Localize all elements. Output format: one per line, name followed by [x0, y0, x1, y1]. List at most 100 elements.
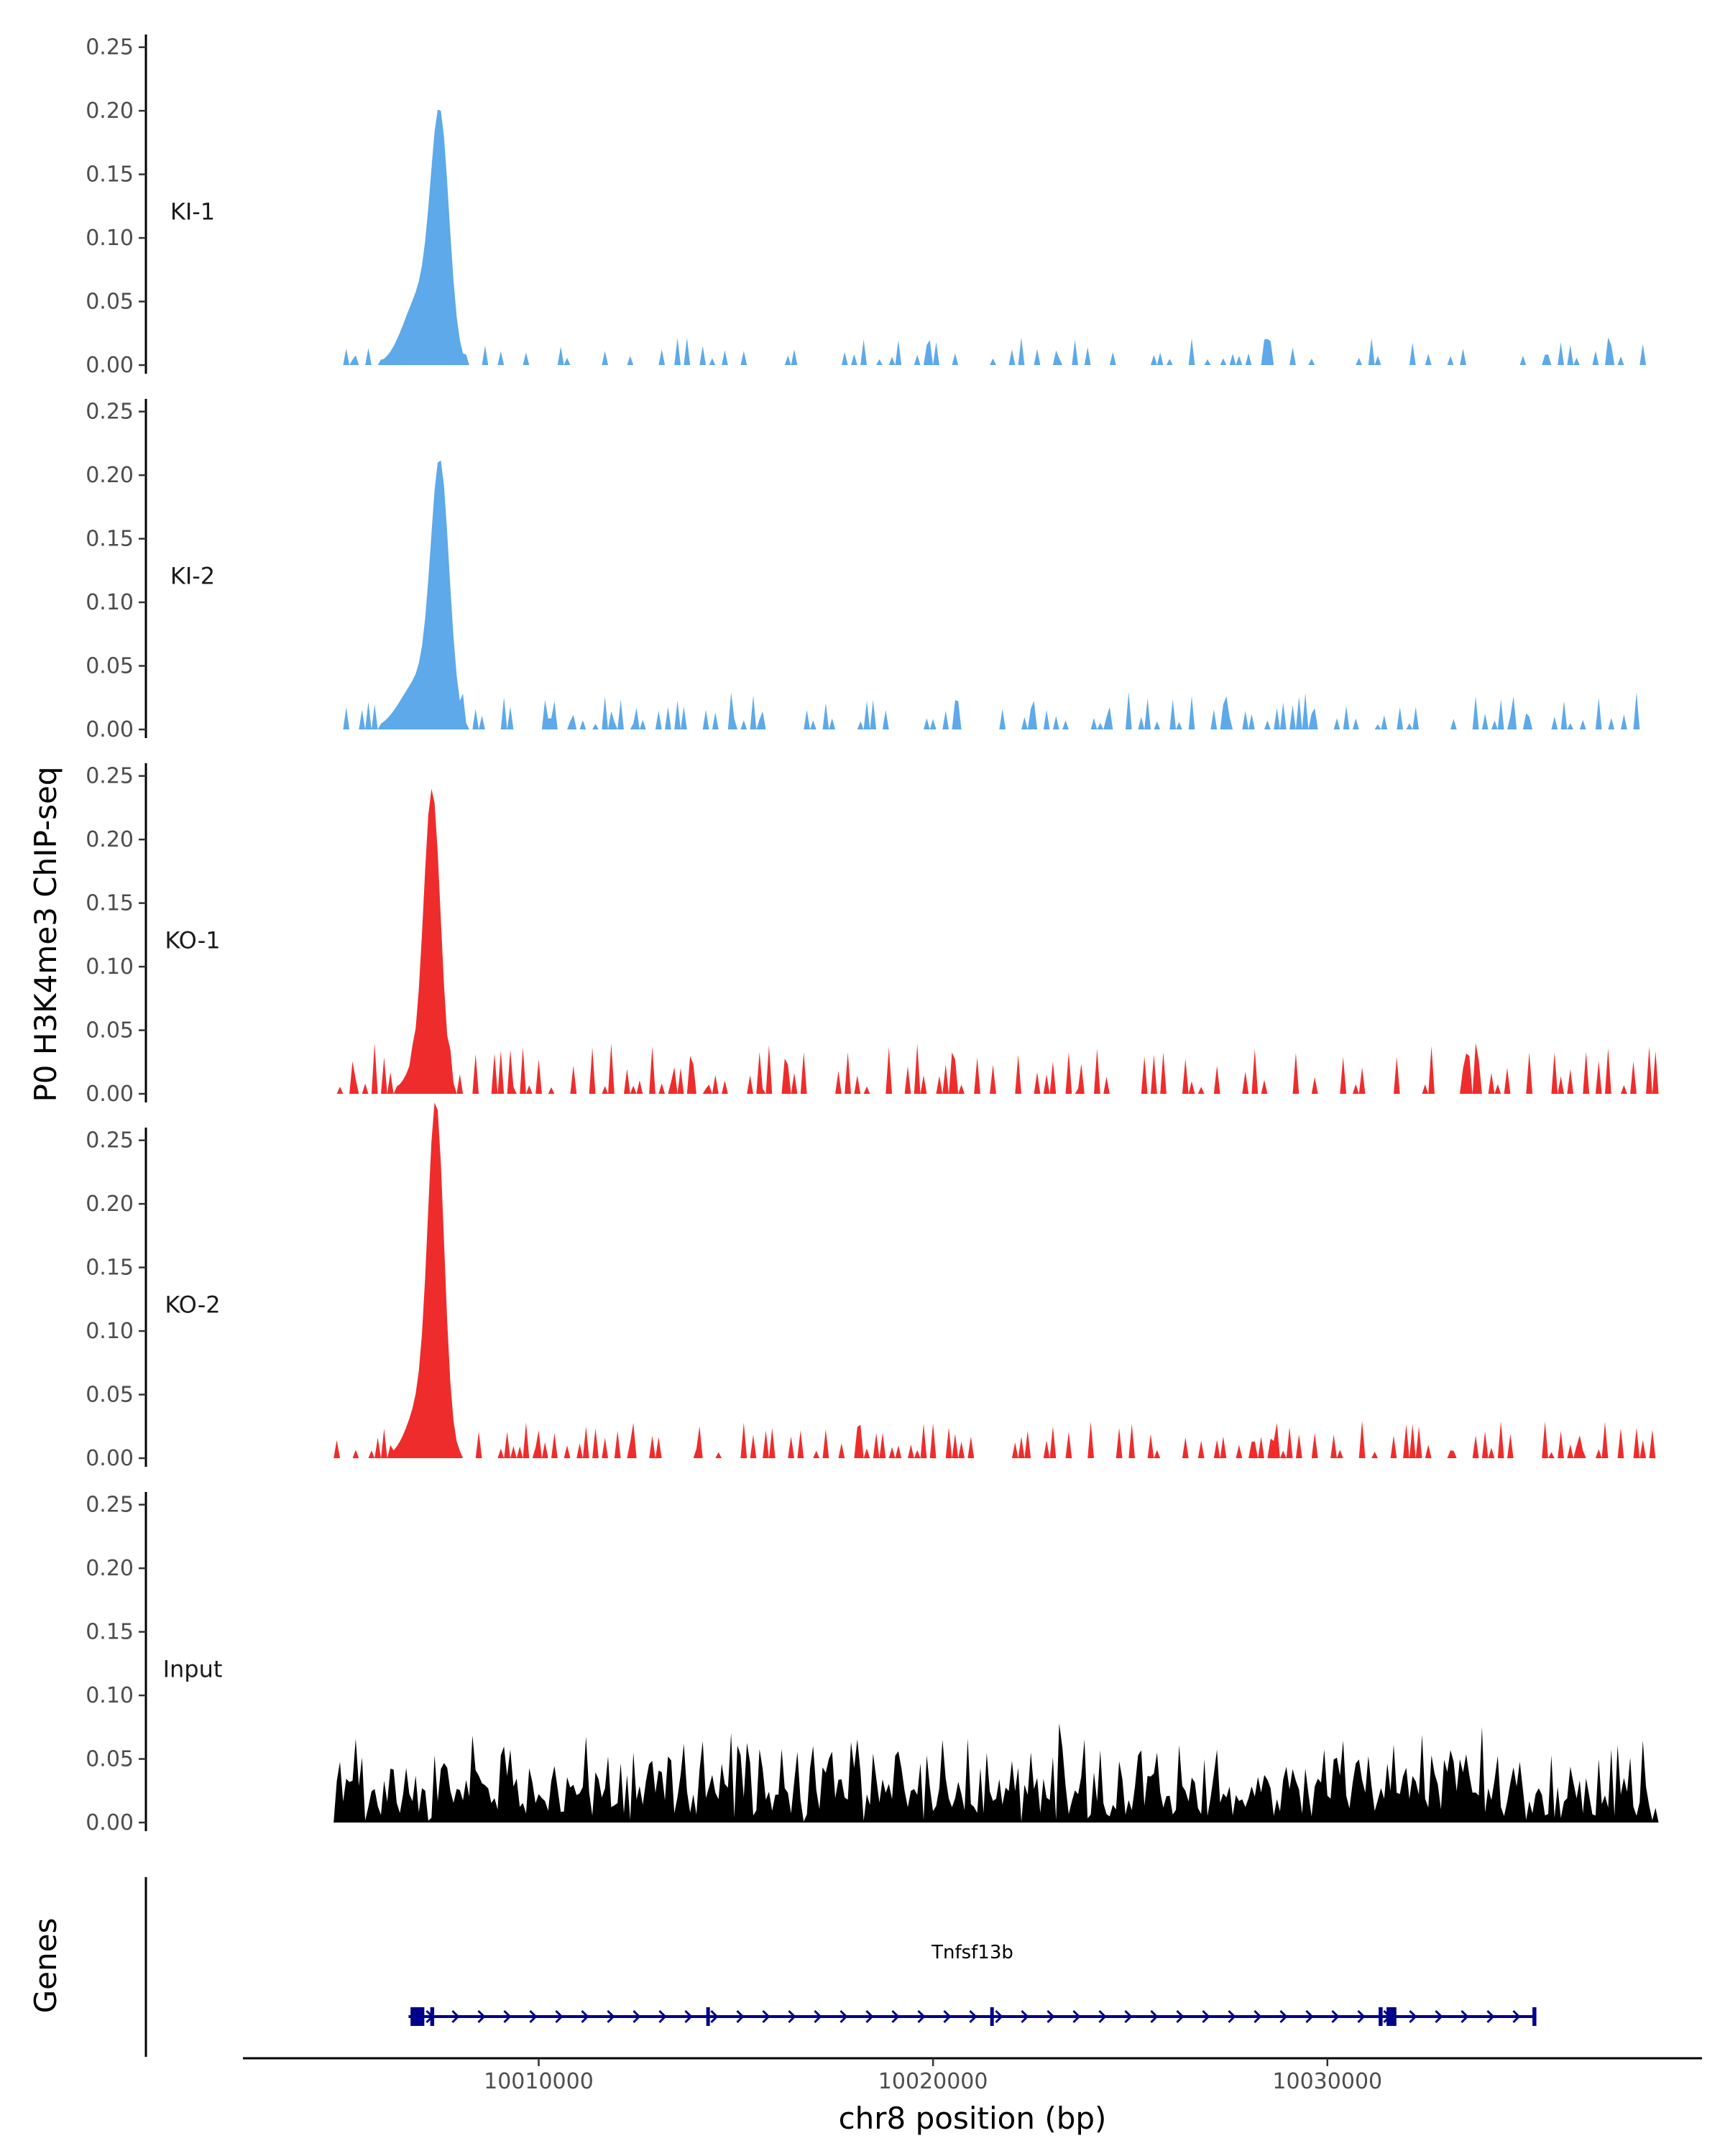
- exon: [1532, 2007, 1537, 2026]
- y-tick-label: 0.25: [86, 1128, 134, 1153]
- y-tick-label: 0.10: [86, 226, 134, 251]
- strand-arrow: [943, 2009, 952, 2024]
- strand-arrow: [477, 2009, 486, 2024]
- signal-area-ki-1: [334, 109, 1659, 365]
- y-tick-label: 0.10: [86, 1683, 134, 1708]
- y-tick-label: 0.15: [86, 891, 134, 916]
- track-label: KO-2: [165, 1291, 220, 1319]
- y-tick-label: 0.10: [86, 1319, 134, 1344]
- y-tick-label: 0.20: [86, 1556, 134, 1581]
- strand-arrow: [1254, 2009, 1262, 2024]
- strand-arrow: [607, 2009, 615, 2024]
- strand-arrow: [1331, 2009, 1340, 2024]
- x-axis: 10010000 10020000 10030000: [243, 2057, 1702, 2094]
- y-tick-label: 0.05: [86, 654, 134, 679]
- y-axis-title: P0 H3K4me3 ChIP-seq: [28, 766, 63, 1102]
- y-tick-label: 0.25: [86, 764, 134, 789]
- y-tick-label: 0.25: [86, 1493, 134, 1518]
- exon: [1386, 2007, 1397, 2026]
- strand-arrow: [1512, 2009, 1521, 2024]
- signal-area-ko-2: [334, 1102, 1659, 1458]
- y-tick-label: 0.00: [86, 353, 134, 378]
- y-tick-label: 0.05: [86, 1018, 134, 1044]
- y-tick-label: 0.20: [86, 98, 134, 124]
- y-tick-label: 0.05: [86, 1747, 134, 1772]
- y-tick-label: 0.20: [86, 827, 134, 852]
- strand-arrow: [1409, 2009, 1417, 2024]
- strand-arrow: [814, 2009, 822, 2024]
- strand-arrow: [865, 2009, 874, 2024]
- strand-arrow: [1176, 2009, 1184, 2024]
- track-label: KO-1: [165, 927, 220, 954]
- strand-arrow: [1046, 2009, 1055, 2024]
- gene-name-label: Tnfsf13b: [931, 1942, 1013, 1963]
- strand-arrow: [658, 2009, 667, 2024]
- strand-arrow: [1305, 2009, 1314, 2024]
- track-ki-2: 0.00 0.05 0.10 0.15 0.20 0.25 KI-2: [86, 399, 1659, 742]
- strand-arrow: [555, 2009, 564, 2024]
- strand-arrow: [1124, 2009, 1133, 2024]
- strand-arrow: [840, 2009, 848, 2024]
- track-label: KI-2: [170, 563, 215, 590]
- exon: [410, 2007, 425, 2026]
- y-tick-label: 0.00: [86, 1810, 134, 1835]
- signal-area-ki-2: [334, 460, 1659, 729]
- strand-arrow: [1435, 2009, 1443, 2024]
- strand-arrow: [503, 2009, 512, 2024]
- strand-arrow: [684, 2009, 693, 2024]
- y-tick-label: 0.00: [86, 1082, 134, 1107]
- strand-arrow: [581, 2009, 589, 2024]
- strand-arrow: [891, 2009, 900, 2024]
- y-tick-label: 0.25: [86, 35, 134, 60]
- y-tick-label: 0.05: [86, 1383, 134, 1408]
- track-label: KI-1: [170, 198, 215, 226]
- strand-arrow: [529, 2009, 538, 2024]
- y-tick-label: 0.10: [86, 590, 134, 615]
- y-tick-label: 0.25: [86, 400, 134, 425]
- y-tick-label: 0.05: [86, 290, 134, 315]
- strand-arrow: [1279, 2009, 1288, 2024]
- y-tick-label: 0.10: [86, 954, 134, 980]
- strand-arrow: [762, 2009, 770, 2024]
- strand-arrow: [710, 2009, 719, 2024]
- x-tick-label: 10020000: [878, 2069, 988, 2094]
- exon: [430, 2007, 435, 2026]
- track-label: Input: [163, 1656, 223, 1683]
- y-tick-label: 0.20: [86, 463, 134, 488]
- strand-arrow: [1202, 2009, 1210, 2024]
- y-tick-label: 0.00: [86, 1446, 134, 1471]
- strand-arrow: [736, 2009, 745, 2024]
- strand-arrow: [969, 2009, 978, 2024]
- strand-arrow: [1098, 2009, 1107, 2024]
- x-axis-title: chr8 position (bp): [839, 2101, 1107, 2136]
- strand-arrow: [1228, 2009, 1236, 2024]
- strand-arrow: [1357, 2009, 1366, 2024]
- y-tick-label: 0.20: [86, 1192, 134, 1217]
- strand-arrow: [1150, 2009, 1159, 2024]
- gene-track: Tnfsf13b: [144, 1877, 1537, 2057]
- track-ki-1: 0.00 0.05 0.10 0.15 0.20 0.25 KI-1: [86, 34, 1659, 378]
- strand-arrow: [995, 2009, 1003, 2024]
- exon: [990, 2007, 994, 2026]
- genes-track-title: Genes: [28, 1918, 63, 2014]
- strand-arrow: [917, 2009, 926, 2024]
- y-tick-label: 0.15: [86, 1256, 134, 1281]
- signal-area-input: [334, 1723, 1659, 1823]
- strand-arrow: [451, 2009, 460, 2024]
- signal-area-ko-1: [334, 788, 1659, 1094]
- strand-arrow: [1486, 2009, 1495, 2024]
- x-tick-label: 10010000: [484, 2069, 594, 2094]
- y-tick-label: 0.00: [86, 717, 134, 742]
- y-tick-label: 0.15: [86, 527, 134, 552]
- track-ko-1: 0.00 0.05 0.10 0.15 0.20 0.25 KO-1: [86, 763, 1659, 1107]
- tracks-layer: 0.00 0.05 0.10 0.15 0.20 0.25 KI-1 0.00 0.05 0.10…: [86, 34, 1659, 1835]
- strand-arrow: [1072, 2009, 1081, 2024]
- exon: [706, 2007, 710, 2026]
- track-input: 0.00 0.05 0.10 0.15 0.20 0.25 Input: [86, 1492, 1659, 1835]
- strand-arrow: [1021, 2009, 1029, 2024]
- exon: [1379, 2007, 1383, 2026]
- y-tick-label: 0.15: [86, 1620, 134, 1645]
- strand-arrow: [632, 2009, 641, 2024]
- track-ko-2: 0.00 0.05 0.10 0.15 0.20 0.25 KO-2: [86, 1102, 1659, 1471]
